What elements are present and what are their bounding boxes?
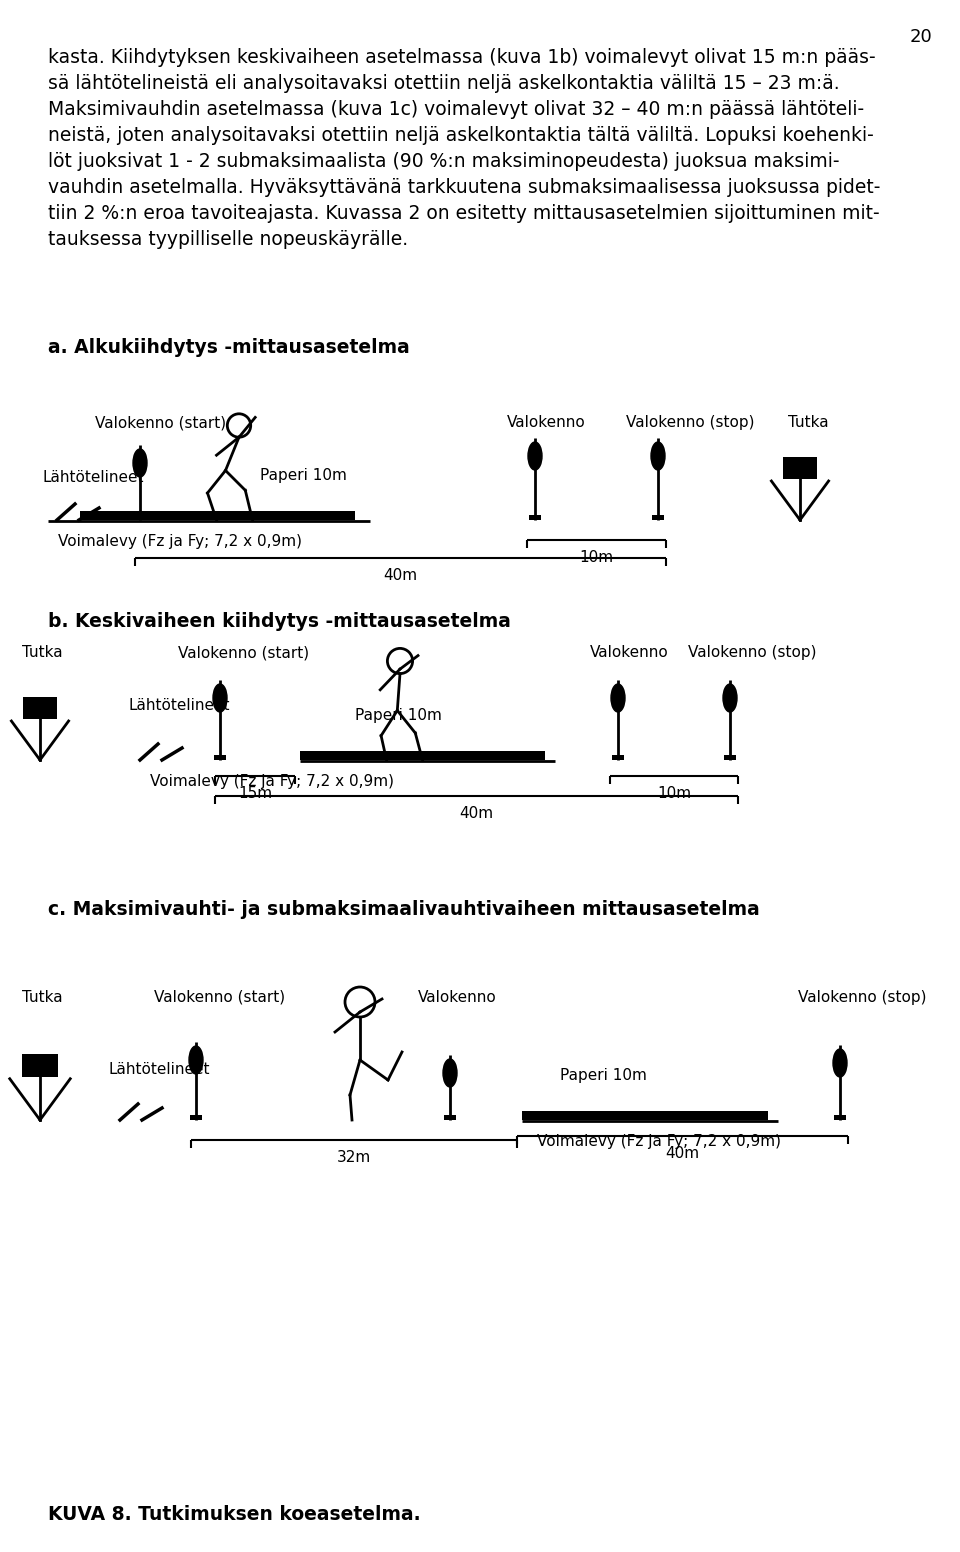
- Bar: [783, 458, 817, 480]
- Bar: [522, 1111, 768, 1121]
- Text: Lähtötelineet: Lähtötelineet: [128, 698, 229, 712]
- Text: kasta. Kiihdytyksen keskivaiheen asetelmassa (kuva 1b) voimalevyt olivat 15 m:n : kasta. Kiihdytyksen keskivaiheen asetelm…: [48, 48, 876, 67]
- Text: neistä, joten analysoitavaksi otettiin neljä askelkontaktia tältä väliltä. Lopuk: neistä, joten analysoitavaksi otettiin n…: [48, 126, 874, 144]
- Text: vauhdin asetelmalla. Hyväksyttävänä tarkkuutena submaksimaalisessa juoksussa pid: vauhdin asetelmalla. Hyväksyttävänä tark…: [48, 178, 880, 197]
- Text: KUVA 8. Tutkimuksen koeasetelma.: KUVA 8. Tutkimuksen koeasetelma.: [48, 1505, 420, 1524]
- Text: c. Maksimivauhti- ja submaksimaalivauhtivaiheen mittausasetelma: c. Maksimivauhti- ja submaksimaalivauhti…: [48, 900, 759, 919]
- Text: Valokenno: Valokenno: [590, 646, 669, 660]
- Bar: [444, 1114, 456, 1121]
- Text: 40m: 40m: [460, 805, 493, 821]
- Bar: [724, 754, 736, 760]
- Bar: [22, 1054, 58, 1077]
- Text: Tutka: Tutka: [788, 414, 828, 430]
- Text: Tutka: Tutka: [22, 646, 62, 660]
- Text: Tutka: Tutka: [22, 990, 62, 1006]
- Text: 10m: 10m: [657, 785, 691, 801]
- Text: Voimalevy (Fz ja Fy; 7,2 x 0,9m): Voimalevy (Fz ja Fy; 7,2 x 0,9m): [537, 1135, 781, 1148]
- Ellipse shape: [723, 684, 737, 712]
- Bar: [300, 751, 545, 760]
- Text: Maksimivauhdin asetelmassa (kuva 1c) voimalevyt olivat 32 – 40 m:n päässä lähtöt: Maksimivauhdin asetelmassa (kuva 1c) voi…: [48, 99, 864, 120]
- Ellipse shape: [611, 684, 625, 712]
- Text: 10m: 10m: [580, 549, 613, 565]
- Text: Valokenno (stop): Valokenno (stop): [688, 646, 817, 660]
- Text: Lähtötelineet: Lähtötelineet: [43, 470, 145, 484]
- Text: Paperi 10m: Paperi 10m: [560, 1068, 647, 1083]
- Ellipse shape: [133, 449, 147, 476]
- Bar: [190, 1114, 202, 1121]
- Text: löt juoksivat 1 - 2 submaksimaalista (90 %:n maksiminopeudesta) juoksua maksimi-: löt juoksivat 1 - 2 submaksimaalista (90…: [48, 152, 839, 171]
- Text: Valokenno: Valokenno: [418, 990, 496, 1006]
- Bar: [834, 1114, 846, 1121]
- Text: Valokenno (start): Valokenno (start): [178, 646, 309, 660]
- Bar: [529, 515, 541, 520]
- Text: 40m: 40m: [665, 1145, 700, 1161]
- Bar: [23, 697, 57, 719]
- Bar: [652, 515, 664, 520]
- Text: tauksessa tyypilliselle nopeuskäyrälle.: tauksessa tyypilliselle nopeuskäyrälle.: [48, 230, 408, 248]
- Text: Valokenno (stop): Valokenno (stop): [626, 414, 755, 430]
- Text: 15m: 15m: [238, 785, 272, 801]
- Ellipse shape: [651, 442, 665, 470]
- Ellipse shape: [443, 1058, 457, 1086]
- Text: sä lähtötelineistä eli analysoitavaksi otettiin neljä askelkontaktia väliltä 15 : sä lähtötelineistä eli analysoitavaksi o…: [48, 74, 840, 93]
- Text: Voimalevy (Fz ja Fy; 7,2 x 0,9m): Voimalevy (Fz ja Fy; 7,2 x 0,9m): [150, 774, 394, 788]
- Text: Valokenno (stop): Valokenno (stop): [798, 990, 926, 1006]
- Text: Paperi 10m: Paperi 10m: [260, 469, 347, 483]
- Text: Valokenno (start): Valokenno (start): [95, 414, 227, 430]
- Text: Valokenno (start): Valokenno (start): [154, 990, 285, 1006]
- Text: Valokenno: Valokenno: [507, 414, 586, 430]
- Bar: [134, 515, 146, 520]
- Text: 32m: 32m: [337, 1150, 372, 1166]
- Bar: [214, 754, 226, 760]
- Ellipse shape: [528, 442, 542, 470]
- Ellipse shape: [833, 1049, 847, 1077]
- Text: Paperi 10m: Paperi 10m: [355, 708, 442, 723]
- Text: 40m: 40m: [383, 568, 418, 584]
- Text: a. Alkukiihdytys -mittausasetelma: a. Alkukiihdytys -mittausasetelma: [48, 338, 410, 357]
- Text: Lähtötelineet: Lähtötelineet: [108, 1062, 209, 1077]
- Ellipse shape: [213, 684, 227, 712]
- Bar: [80, 511, 355, 520]
- Text: tiin 2 %:n eroa tavoiteajasta. Kuvassa 2 on esitetty mittausasetelmien sijoittum: tiin 2 %:n eroa tavoiteajasta. Kuvassa 2…: [48, 203, 879, 223]
- Text: Voimalevy (Fz ja Fy; 7,2 x 0,9m): Voimalevy (Fz ja Fy; 7,2 x 0,9m): [58, 534, 302, 549]
- Ellipse shape: [189, 1046, 203, 1074]
- Bar: [612, 754, 624, 760]
- Text: b. Keskivaiheen kiihdytys -mittausasetelma: b. Keskivaiheen kiihdytys -mittausasetel…: [48, 611, 511, 632]
- Text: 20: 20: [910, 28, 933, 47]
